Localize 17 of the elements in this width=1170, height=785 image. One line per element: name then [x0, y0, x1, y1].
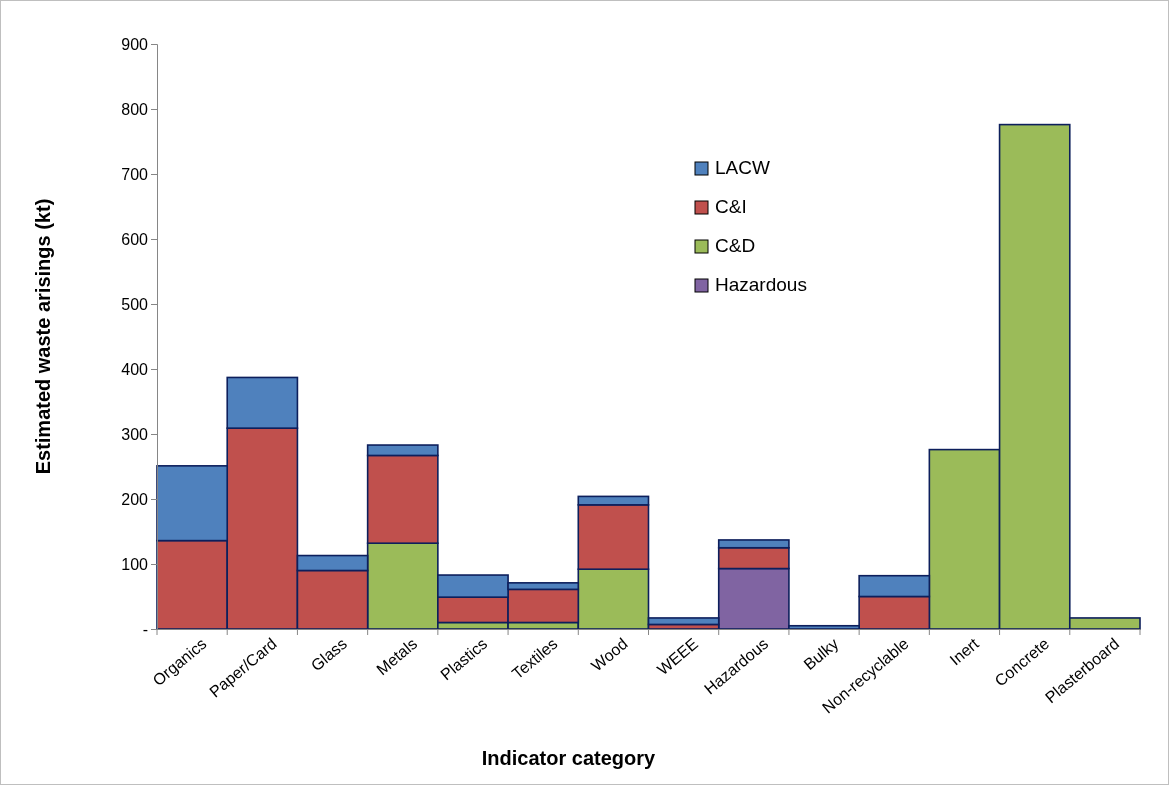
y-tick-label: -	[142, 620, 148, 638]
y-tick-label: 800	[121, 100, 149, 118]
y-tick-label: 600	[121, 230, 149, 248]
legend-label: Hazardous	[715, 274, 807, 295]
y-tick-label: 500	[121, 295, 149, 313]
y-tick-label: 700	[121, 165, 149, 183]
y-tick-label: 400	[121, 360, 149, 378]
x-axis-title: Indicator category	[481, 747, 657, 769]
legend-label: C&D	[715, 235, 756, 256]
y-tick-label: 300	[121, 425, 149, 443]
y-tick-label: 900	[121, 35, 149, 53]
y-axis-title: Estimated waste arisings (kt)	[32, 198, 54, 475]
legend-label: C&I	[715, 196, 747, 217]
y-tick-label: 200	[121, 490, 149, 508]
legend-label: LACW	[715, 157, 770, 178]
y-tick-label: 100	[121, 555, 149, 573]
x-tick-label: Inert	[946, 634, 983, 669]
